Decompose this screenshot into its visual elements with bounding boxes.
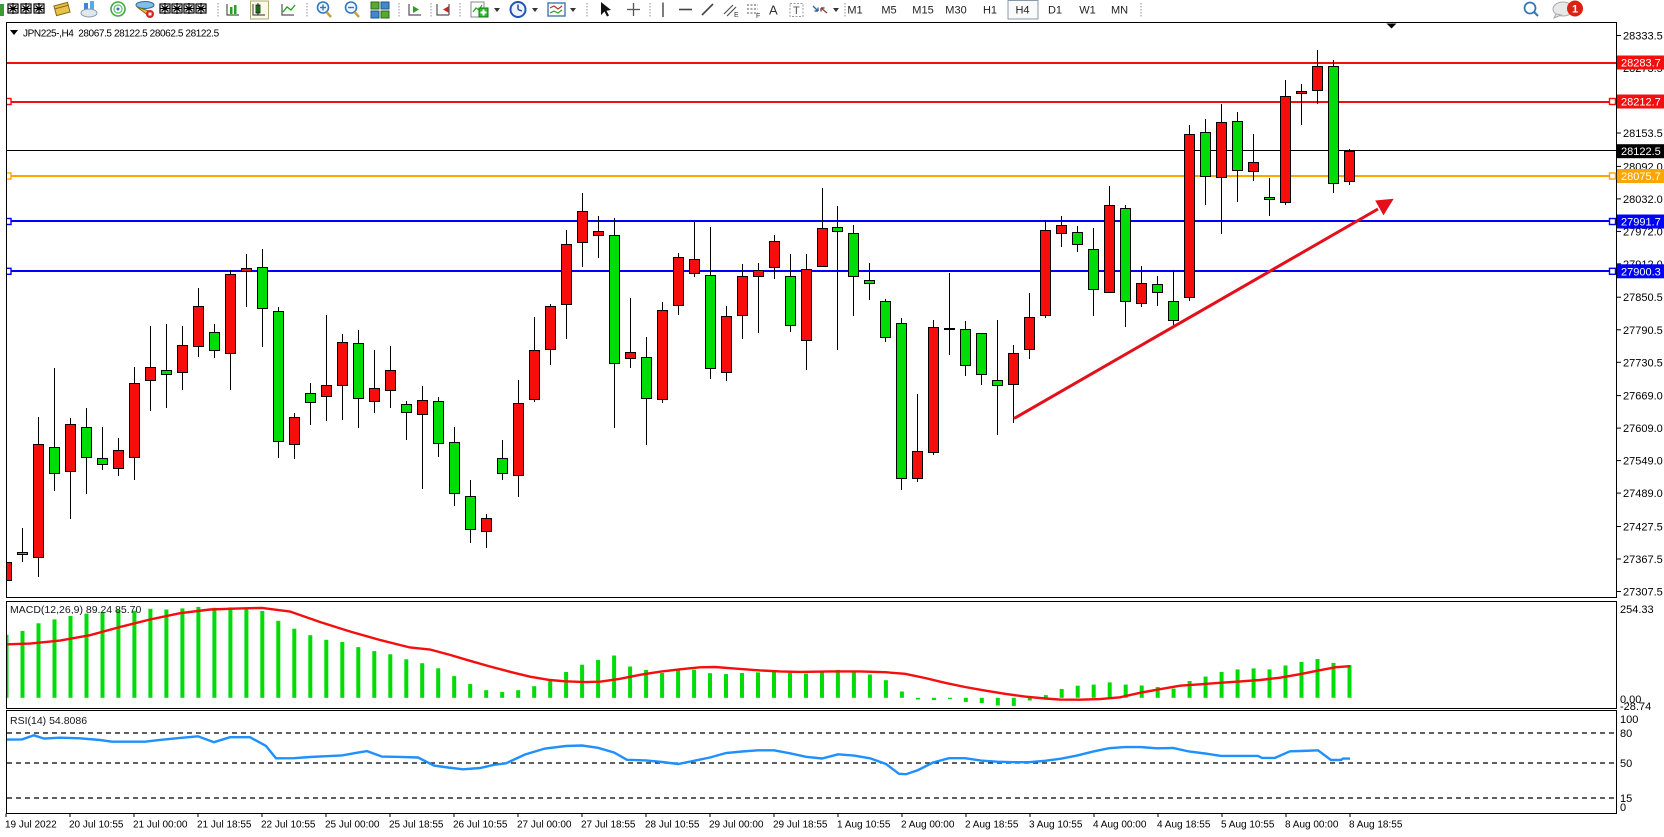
svg-text:50: 50 [1620,758,1632,770]
svg-text:28122.5: 28122.5 [1621,146,1661,158]
svg-text:29 Jul 18:55: 29 Jul 18:55 [773,820,828,831]
svg-text:15: 15 [1620,793,1632,805]
svg-text:25 Jul 18:55: 25 Jul 18:55 [389,820,444,831]
svg-text:19 Jul 2022: 19 Jul 2022 [5,820,57,831]
svg-text:21 Jul 00:00: 21 Jul 00:00 [133,820,188,831]
svg-text:21 Jul 18:55: 21 Jul 18:55 [197,820,252,831]
svg-text:28283.7: 28283.7 [1621,58,1661,70]
svg-text:25 Jul 00:00: 25 Jul 00:00 [325,820,380,831]
svg-text:1 Aug 10:55: 1 Aug 10:55 [837,820,891,831]
svg-text:26 Jul 10:55: 26 Jul 10:55 [453,820,508,831]
svg-text:27730.5: 27730.5 [1623,357,1663,369]
svg-text:22 Jul 10:55: 22 Jul 10:55 [261,820,316,831]
svg-text:M1: M1 [847,5,862,17]
svg-text:8 Aug 18:55: 8 Aug 18:55 [1349,820,1403,831]
svg-text:27489.0: 27489.0 [1623,488,1663,500]
svg-text:3 Aug 10:55: 3 Aug 10:55 [1029,820,1083,831]
svg-text:MACD(12,26,9) 89.24 85.70: MACD(12,26,9) 89.24 85.70 [10,604,141,616]
svg-text:254.33: 254.33 [1620,604,1654,616]
svg-text:20 Jul 10:55: 20 Jul 10:55 [69,820,124,831]
svg-text:28333.5: 28333.5 [1623,31,1663,43]
svg-text:E: E [734,12,739,19]
svg-text:28075.7: 28075.7 [1621,171,1661,183]
svg-text:27 Jul 00:00: 27 Jul 00:00 [517,820,572,831]
svg-text:MN: MN [1111,5,1128,17]
svg-text:M5: M5 [881,5,896,17]
svg-text:27307.5: 27307.5 [1623,587,1663,599]
svg-text:27 Jul 18:55: 27 Jul 18:55 [581,820,636,831]
svg-text:A: A [769,3,778,18]
svg-text:M15: M15 [912,5,933,17]
svg-text:0: 0 [1620,802,1626,814]
svg-text:27669.0: 27669.0 [1623,391,1663,403]
svg-text:8 Aug 00:00: 8 Aug 00:00 [1285,820,1339,831]
svg-text:JPN225-,H4 28067.5 28122.5 28: JPN225-,H4 28067.5 28122.5 28062.5 28122… [23,29,220,40]
svg-text:RSI(14) 54.8086: RSI(14) 54.8086 [10,715,87,727]
svg-text:0.00: 0.00 [1620,694,1641,706]
svg-text:28153.5: 28153.5 [1623,128,1663,140]
svg-text:M30: M30 [945,5,966,17]
svg-text:28032.0: 28032.0 [1623,194,1663,206]
svg-text:F: F [756,13,760,20]
svg-text:100: 100 [1620,714,1638,726]
svg-text:1: 1 [1572,4,1578,16]
svg-text:4 Aug 18:55: 4 Aug 18:55 [1157,820,1211,831]
svg-text:27549.0: 27549.0 [1623,456,1663,468]
svg-text:28212.7: 28212.7 [1621,97,1661,109]
svg-text:27367.5: 27367.5 [1623,554,1663,566]
svg-text:2 Aug 00:00: 2 Aug 00:00 [901,820,955,831]
svg-text:27790.5: 27790.5 [1623,325,1663,337]
svg-text:2 Aug 18:55: 2 Aug 18:55 [965,820,1019,831]
svg-text:D1: D1 [1048,5,1062,17]
svg-text:27991.7: 27991.7 [1621,217,1661,229]
svg-text:W1: W1 [1079,5,1096,17]
svg-text:-28.74: -28.74 [1620,701,1651,713]
svg-text:29 Jul 00:00: 29 Jul 00:00 [709,820,764,831]
svg-text:27427.5: 27427.5 [1623,522,1663,534]
svg-text:27900.3: 27900.3 [1621,266,1661,278]
svg-text:5 Aug 10:55: 5 Aug 10:55 [1221,820,1275,831]
svg-text:27850.5: 27850.5 [1623,292,1663,304]
svg-text:28 Jul 10:55: 28 Jul 10:55 [645,820,700,831]
svg-text:80: 80 [1620,728,1632,740]
svg-text:27609.0: 27609.0 [1623,423,1663,435]
svg-text:H4: H4 [1015,5,1029,17]
svg-text:4 Aug 00:00: 4 Aug 00:00 [1093,820,1147,831]
svg-text:H1: H1 [983,5,997,17]
svg-text:27972.0: 27972.0 [1623,226,1663,238]
svg-text:T: T [793,5,800,17]
